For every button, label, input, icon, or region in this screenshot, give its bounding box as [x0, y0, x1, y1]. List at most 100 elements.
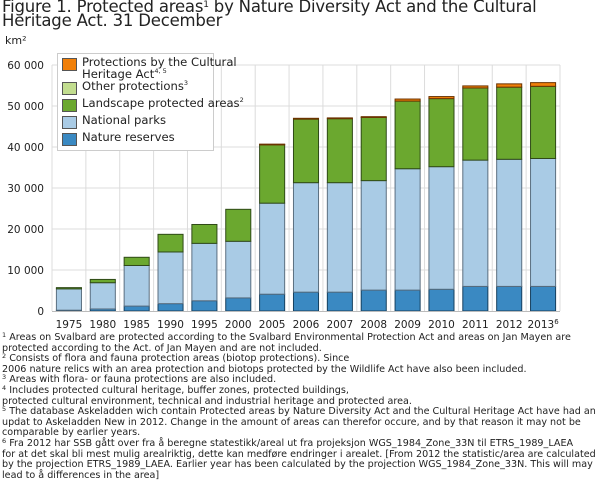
title-rest: by Nature Diversity Act and the Cultural…	[2, 0, 537, 30]
x-tick-label: 20136	[527, 318, 559, 330]
bar-stack-2013[interactable]	[530, 82, 557, 312]
bar-stack-2009[interactable]	[394, 98, 421, 312]
bar-segment-national-parks[interactable]	[530, 157, 557, 287]
bar-segment-national-parks[interactable]	[157, 251, 184, 305]
y-tick-label: 0	[37, 306, 44, 318]
bar-segment-nature-reserves[interactable]	[157, 303, 184, 312]
bar-stack-2008[interactable]	[360, 116, 387, 312]
bar-segment-landscape-protected-areas[interactable]	[326, 118, 353, 184]
bar-segment-national-parks[interactable]	[89, 282, 116, 310]
y-tick-label: 10 000	[7, 265, 44, 277]
bar-segment-national-parks[interactable]	[394, 168, 421, 291]
bar-segment-nature-reserves[interactable]	[123, 305, 150, 312]
x-tick-label: 1980	[89, 319, 116, 330]
bar-segment-nature-reserves[interactable]	[394, 289, 421, 312]
bar-segment-protections-by-the-cultural-heritage-act[interactable]	[326, 117, 353, 120]
bar-segment-landscape-protected-areas[interactable]	[428, 98, 455, 168]
x-tick-label: 2012	[496, 319, 523, 330]
bar-segment-landscape-protected-areas[interactable]	[123, 256, 150, 266]
bar-segment-national-parks[interactable]	[462, 159, 489, 287]
bar-segment-nature-reserves[interactable]	[428, 288, 455, 312]
bar-segment-landscape-protected-areas[interactable]	[259, 144, 286, 204]
y-tick-label: 60 000	[7, 60, 44, 72]
x-tick-label: 1985	[123, 319, 150, 330]
bar-stack-1985[interactable]	[123, 256, 150, 312]
bar-stack-2011[interactable]	[462, 85, 489, 312]
bar-stack-1975[interactable]	[55, 287, 82, 312]
bar-segment-nature-reserves[interactable]	[292, 291, 320, 312]
bar-stack-2005[interactable]	[259, 143, 286, 312]
bar-stack-1995[interactable]	[191, 223, 218, 312]
bar-segment-landscape-protected-areas[interactable]	[191, 223, 218, 244]
bar-segment-landscape-protected-areas[interactable]	[360, 116, 387, 182]
bar-segment-national-parks[interactable]	[225, 240, 252, 299]
footnote-3: 3 Areas with flora- or fauna protections…	[2, 373, 277, 386]
bar-stack-1980[interactable]	[89, 278, 116, 312]
bar-segment-national-parks[interactable]	[123, 264, 150, 307]
legend-swatch	[62, 82, 77, 95]
bar-segment-landscape-protected-areas[interactable]	[292, 118, 320, 184]
bar-segment-landscape-protected-areas[interactable]	[496, 86, 523, 160]
bar-segment-national-parks[interactable]	[326, 182, 353, 293]
x-tick-label: 2000	[225, 319, 252, 330]
bar-segment-nature-reserves[interactable]	[462, 285, 489, 312]
legend: Protections by the Cultural Heritage Act4…	[57, 53, 244, 151]
bar-segment-protections-by-the-cultural-heritage-act[interactable]	[462, 85, 489, 89]
bar-segment-landscape-protected-areas[interactable]	[462, 87, 489, 161]
stacked-bar-chart: 0 10 000 20 000 30 000 40 000 50 000 60 000 km…	[5, 34, 561, 330]
legend-swatch	[62, 133, 77, 146]
legend-swatch	[62, 116, 77, 129]
bar-segment-protections-by-the-cultural-heritage-act[interactable]	[496, 83, 523, 88]
bar-segment-national-parks[interactable]	[428, 166, 455, 290]
bar-stack-2007[interactable]	[326, 117, 353, 312]
bar-segment-protections-by-the-cultural-heritage-act[interactable]	[394, 98, 421, 102]
title-main: Figure 1. Protected areas	[2, 0, 204, 16]
bar-segment-national-parks[interactable]	[191, 242, 218, 302]
bar-segment-landscape-protected-areas[interactable]	[157, 233, 184, 253]
bar-segment-nature-reserves[interactable]	[259, 293, 286, 312]
x-tick-label: 2011	[462, 319, 489, 330]
x-tick-label: 2009	[394, 319, 421, 330]
bar-segment-landscape-protected-areas[interactable]	[225, 208, 252, 242]
bar-stack-2006[interactable]	[292, 117, 320, 312]
bar-stack-2010[interactable]	[428, 96, 455, 312]
bar-segment-landscape-protected-areas[interactable]	[89, 278, 116, 284]
x-tick-label: 2008	[360, 319, 387, 330]
bar-segment-landscape-protected-areas[interactable]	[55, 287, 82, 290]
bar-segment-landscape-protected-areas[interactable]	[394, 100, 421, 170]
x-tick-label: 1995	[191, 319, 218, 330]
title-footnote-ref: 1	[203, 0, 209, 10]
footnote-5: 5 The database Askeladden wich contain P…	[2, 405, 599, 439]
x-tick-label: 2007	[326, 319, 353, 330]
bar-segment-landscape-protected-areas[interactable]	[530, 85, 557, 159]
footnotes: 1 Areas on Svalbard are protected accord…	[2, 331, 608, 481]
bar-segment-national-parks[interactable]	[496, 158, 523, 287]
legend-label: Protections by the Cultural Heritage Act4…	[82, 55, 237, 81]
bar-segment-national-parks[interactable]	[259, 202, 286, 295]
y-axis-ticks: 0 10 000 20 000 30 000 40 000 50 000 60 000	[7, 60, 44, 318]
bar-segment-nature-reserves[interactable]	[530, 285, 557, 312]
bar-segment-protections-by-the-cultural-heritage-act[interactable]	[530, 82, 557, 87]
bar-segment-nature-reserves[interactable]	[191, 300, 218, 312]
legend-label: National parks	[82, 113, 166, 127]
bar-segment-protections-by-the-cultural-heritage-act[interactable]	[360, 116, 387, 118]
bar-stack-2012[interactable]	[496, 83, 523, 312]
bar-segment-national-parks[interactable]	[360, 180, 387, 291]
bar-segment-nature-reserves[interactable]	[225, 297, 252, 312]
bar-segment-nature-reserves[interactable]	[496, 285, 523, 312]
legend-label: Landscape protected areas2	[82, 96, 244, 110]
bar-segment-national-parks[interactable]	[55, 288, 82, 311]
bar-segment-protections-by-the-cultural-heritage-act[interactable]	[428, 96, 455, 100]
footnote-1: 1 Areas on Svalbard are protected accord…	[2, 331, 574, 354]
bar-segment-nature-reserves[interactable]	[360, 289, 387, 312]
footnote-6: 6 Fra 2012 har SSB gått over fra å bereg…	[2, 436, 596, 481]
bar-segment-national-parks[interactable]	[292, 182, 320, 293]
legend-swatch	[62, 58, 77, 71]
legend-label: Other protections3	[82, 79, 189, 93]
bar-segment-protections-by-the-cultural-heritage-act[interactable]	[292, 117, 320, 120]
x-axis-ticks: 1975 1980 1985 1990 1995 2000 2005 2006 2007 2008…	[56, 318, 560, 330]
bar-stack-1990[interactable]	[157, 233, 184, 312]
bar-segment-nature-reserves[interactable]	[326, 291, 353, 312]
bar-stack-2000[interactable]	[225, 208, 252, 312]
bar-segment-protections-by-the-cultural-heritage-act[interactable]	[259, 143, 286, 146]
